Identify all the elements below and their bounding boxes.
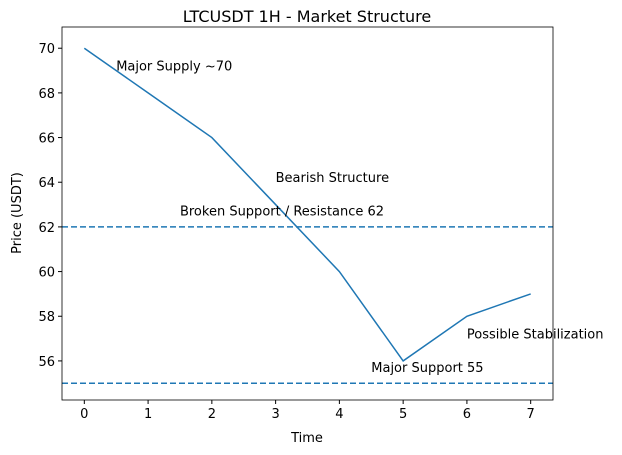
x-tick-label: 2 — [208, 407, 216, 422]
annotation: Possible Stabilization — [467, 328, 604, 343]
x-tick-label: 4 — [335, 407, 343, 422]
x-tick-label: 7 — [527, 407, 535, 422]
x-axis-label: Time — [290, 431, 323, 446]
y-axis-label: Price (USDT) — [10, 172, 25, 254]
y-tick-label: 70 — [38, 42, 55, 57]
chart-title: LTCUSDT 1H - Market Structure — [183, 7, 431, 26]
y-tick-label: 60 — [38, 266, 55, 281]
y-tick-label: 58 — [38, 310, 55, 325]
x-tick-label: 3 — [271, 407, 279, 422]
y-tick-label: 62 — [38, 221, 55, 236]
annotation: Bearish Structure — [276, 171, 389, 186]
x-tick-label: 1 — [144, 407, 152, 422]
y-tick-label: 64 — [38, 176, 55, 191]
y-tick-label: 68 — [38, 87, 55, 102]
y-tick-label: 66 — [38, 132, 55, 147]
x-tick-label: 6 — [463, 407, 471, 422]
annotation: Major Support 55 — [371, 361, 483, 376]
annotation: Major Supply ~70 — [116, 60, 232, 75]
line-series — [83, 47, 531, 362]
y-tick-label: 56 — [38, 355, 55, 370]
x-tick-label: 0 — [80, 407, 88, 422]
annotation: Broken Support / Resistance 62 — [180, 205, 384, 220]
plot-frame — [61, 26, 554, 401]
x-tick-label: 5 — [399, 407, 407, 422]
